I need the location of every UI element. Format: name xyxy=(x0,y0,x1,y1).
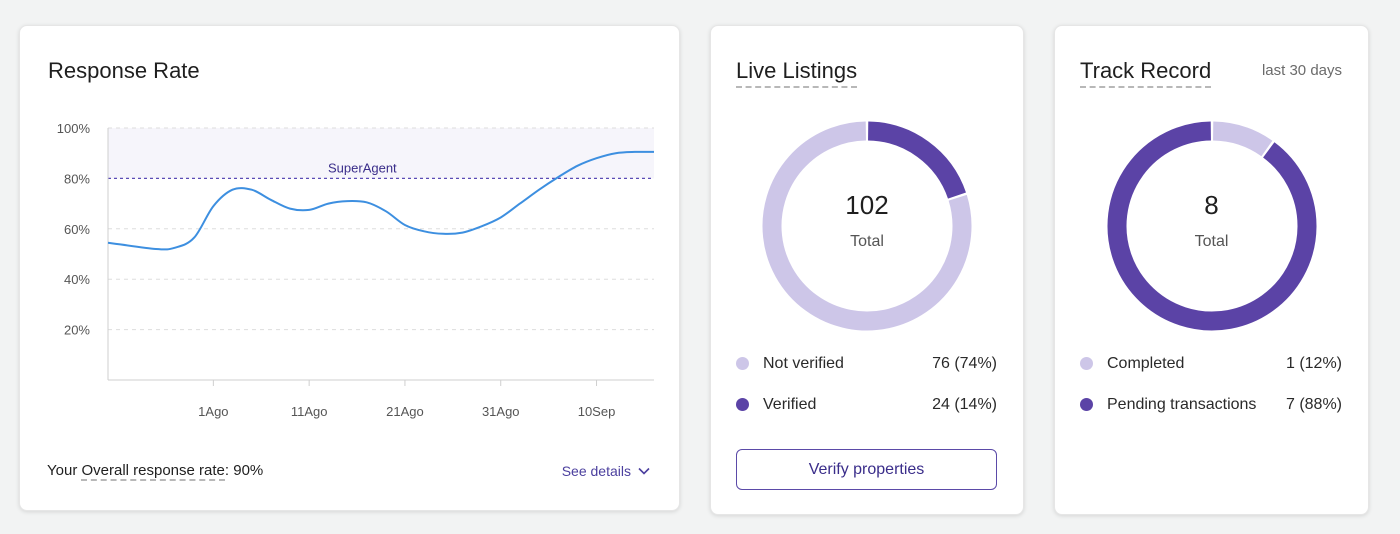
legend-value: 24 (14%) xyxy=(932,395,997,413)
y-tick-label: 80% xyxy=(64,171,90,186)
legend-label: Not verified xyxy=(763,354,844,372)
x-tick-label: 1Ago xyxy=(198,404,228,419)
legend-value: 76 (74%) xyxy=(932,354,997,372)
legend-value: 1 (12%) xyxy=(1285,354,1342,372)
response-rate-line xyxy=(107,150,655,251)
legend-dot-dark xyxy=(1080,398,1093,411)
donut-segment-dark[interactable] xyxy=(867,121,966,199)
legend-label: Verified xyxy=(763,395,817,413)
legend-label: Completed xyxy=(1107,354,1185,372)
overall-response-rate: Your Overall response rate: 90% xyxy=(47,462,264,481)
x-tick-label: 21Ago xyxy=(386,404,424,419)
legend-dot-dark xyxy=(736,398,749,411)
legend-value: 7 (88%) xyxy=(1285,395,1342,413)
track-record-period: last 30 days xyxy=(1261,62,1342,79)
donut-segment-completed[interactable] xyxy=(1212,121,1272,157)
response-rate-chart: 20% 40% 60% 80% 100% SuperAgent 1Ago 11Ago 21Ago… xyxy=(57,121,655,419)
legend-dot-light xyxy=(1080,357,1093,370)
donut-segment-light[interactable] xyxy=(762,121,972,331)
live-listings-donut: 102 Total xyxy=(759,118,975,334)
legend-item-verified: Verified 24 (14%) xyxy=(736,384,997,425)
footer-value: : 90% xyxy=(224,462,264,479)
footer-prefix: Your xyxy=(47,462,82,479)
y-tick-label: 100% xyxy=(57,121,91,136)
y-tick-label: 60% xyxy=(64,222,90,237)
x-tick-label: 11Ago xyxy=(291,404,328,419)
response-rate-card: Response Rate 20% 40% 60% 80% 100% SuperAgent… xyxy=(19,25,680,511)
y-tick-label: 40% xyxy=(64,272,90,287)
legend-item-not-verified: Not verified 76 (74%) xyxy=(736,343,997,384)
live-listings-total: 102 xyxy=(845,189,889,220)
donut-segment-pending[interactable] xyxy=(1107,121,1316,331)
x-tick-label: 10Sep xyxy=(578,404,616,419)
live-listings-title[interactable]: Live Listings xyxy=(736,58,858,88)
live-listings-total-label: Total xyxy=(850,232,884,250)
superagent-label: SuperAgent xyxy=(328,160,397,175)
legend-label: Pending transactions xyxy=(1107,395,1257,413)
verify-properties-button[interactable]: Verify properties xyxy=(736,449,997,490)
overall-response-rate-term[interactable]: Overall response rate xyxy=(81,462,225,481)
response-rate-title: Response Rate xyxy=(48,58,200,83)
track-record-donut: 8 Total xyxy=(1104,118,1320,334)
legend-item-completed: Completed 1 (12%) xyxy=(1080,343,1342,384)
live-listings-card: Live Listings 102 Total Not verified 76 … xyxy=(710,25,1024,515)
track-record-legend: Completed 1 (12%) Pending transactions 7… xyxy=(1080,343,1342,425)
legend-dot-light xyxy=(736,357,749,370)
chevron-down-icon xyxy=(638,467,650,475)
see-details-link[interactable]: See details xyxy=(562,463,651,479)
track-record-total-label: Total xyxy=(1194,232,1229,250)
superagent-band xyxy=(108,128,654,179)
track-record-total: 8 xyxy=(1204,189,1219,220)
track-record-card: Track Record last 30 days 8 Total Comple… xyxy=(1054,25,1369,515)
x-tick-label: 31Ago xyxy=(482,404,520,419)
live-listings-legend: Not verified 76 (74%) Verified 24 (14%) xyxy=(736,343,997,425)
legend-item-pending: Pending transactions 7 (88%) xyxy=(1080,384,1342,425)
track-record-title[interactable]: Track Record xyxy=(1080,58,1212,88)
y-tick-label: 20% xyxy=(64,323,90,338)
see-details-label: See details xyxy=(561,463,631,479)
